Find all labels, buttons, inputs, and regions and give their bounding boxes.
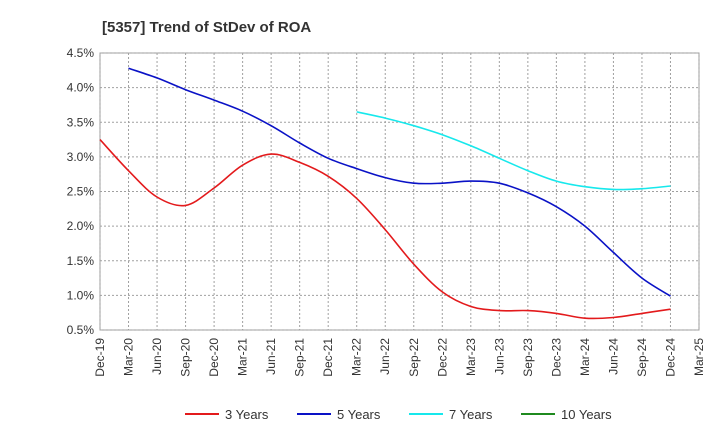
x-tick-label: Mar-23 bbox=[464, 338, 478, 376]
y-tick-label: 4.5% bbox=[67, 46, 95, 60]
y-axis: 0.5% 1.0% 1.5% 2.0% 2.5% 3.0% 3.5% 4.0% 4.5% bbox=[67, 46, 95, 337]
x-tick-label: Sep-21 bbox=[293, 338, 307, 377]
x-tick-label: Mar-20 bbox=[122, 338, 136, 376]
x-axis: Dec-19 Mar-20 Jun-20 Sep-20 Dec-20 Mar-21 Jun-… bbox=[93, 338, 706, 377]
legend: 3 Years 5 Years 7 Years 10 Years bbox=[185, 407, 612, 422]
x-tick-label: Jun-23 bbox=[492, 338, 506, 375]
x-tick-label: Mar-22 bbox=[350, 338, 364, 376]
x-tick-label: Mar-21 bbox=[236, 338, 250, 376]
x-tick-label: Sep-22 bbox=[407, 338, 421, 377]
y-tick-label: 2.0% bbox=[67, 219, 95, 233]
x-tick-label: Jun-24 bbox=[606, 338, 620, 375]
legend-label-7-years: 7 Years bbox=[449, 407, 493, 422]
legend-label-3-years: 3 Years bbox=[225, 407, 269, 422]
x-tick-label: Dec-20 bbox=[207, 338, 221, 377]
x-tick-label: Dec-22 bbox=[435, 338, 449, 377]
x-tick-label: Dec-21 bbox=[321, 338, 335, 377]
legend-label-5-years: 5 Years bbox=[337, 407, 381, 422]
x-tick-label: Mar-25 bbox=[692, 338, 706, 376]
y-tick-label: 3.5% bbox=[67, 115, 95, 129]
x-tick-label: Jun-22 bbox=[378, 338, 392, 375]
x-tick-label: Sep-24 bbox=[635, 338, 649, 377]
x-tick-label: Jun-20 bbox=[150, 338, 164, 375]
x-tick-label: Jun-21 bbox=[264, 338, 278, 375]
x-tick-label: Sep-23 bbox=[521, 338, 535, 377]
y-tick-label: 4.0% bbox=[67, 81, 95, 95]
series-layer bbox=[99, 67, 671, 320]
x-tick-label: Dec-24 bbox=[663, 338, 677, 377]
series-line-7-years bbox=[356, 111, 671, 191]
legend-label-10-years: 10 Years bbox=[561, 407, 612, 422]
x-tick-label: Sep-20 bbox=[179, 338, 193, 377]
y-tick-label: 0.5% bbox=[67, 323, 95, 337]
series-line-5-years bbox=[128, 67, 671, 297]
x-tick-label: Dec-19 bbox=[93, 338, 107, 377]
plot-area bbox=[99, 52, 700, 331]
y-tick-label: 1.5% bbox=[67, 254, 95, 268]
chart-title: [5357] Trend of StDev of ROA bbox=[102, 19, 311, 36]
series-line-3-years bbox=[99, 139, 671, 320]
x-tick-label: Mar-24 bbox=[578, 338, 592, 376]
y-tick-label: 1.0% bbox=[67, 288, 95, 302]
y-tick-label: 2.5% bbox=[67, 185, 95, 199]
x-tick-label: Dec-23 bbox=[549, 338, 563, 377]
y-tick-label: 3.0% bbox=[67, 150, 95, 164]
